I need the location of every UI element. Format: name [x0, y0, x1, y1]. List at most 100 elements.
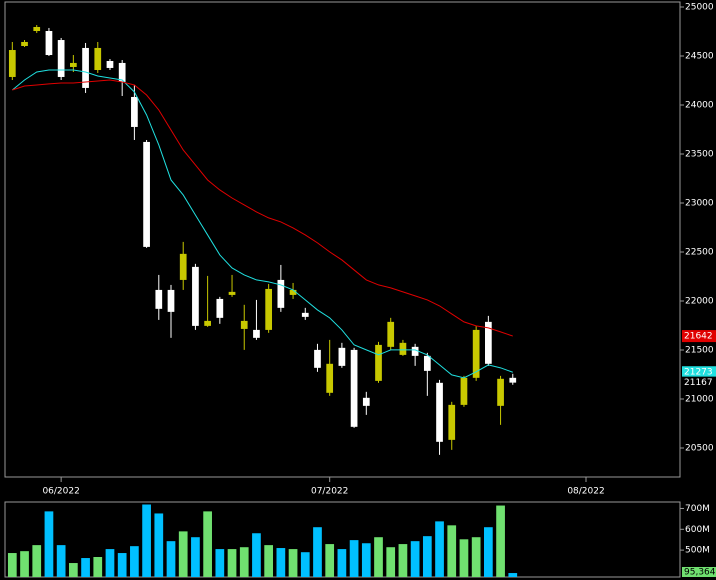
candle-body — [118, 62, 126, 82]
volume-bar — [252, 533, 261, 577]
candle-body — [45, 31, 53, 56]
volume-bar — [264, 545, 274, 577]
volume-bar — [325, 544, 335, 577]
candle-body — [143, 141, 150, 247]
volume-bar — [20, 551, 29, 577]
volume-bar — [203, 511, 212, 577]
moving-average — [12, 69, 513, 379]
volume-bar — [44, 511, 54, 577]
y-tick-label: 25000 — [685, 2, 714, 12]
volume-bar — [313, 527, 322, 577]
candle-body — [106, 60, 114, 68]
candle-body — [265, 288, 273, 330]
candle-body — [155, 289, 163, 309]
y-tick-label: 20500 — [685, 443, 714, 453]
candle-body — [179, 253, 187, 280]
volume-bar — [178, 531, 188, 577]
volume-bar — [386, 547, 396, 577]
volume-bar — [142, 504, 151, 577]
volume-bar — [398, 544, 408, 577]
candle-body — [277, 279, 285, 308]
candle-body — [497, 378, 504, 406]
y-tick-label: 21500 — [685, 345, 714, 355]
candle-body — [57, 40, 65, 77]
candle-body — [326, 363, 334, 393]
x-tick-label: 07/2022 — [311, 487, 348, 497]
volume-bar — [422, 536, 432, 577]
candle-body — [375, 344, 382, 381]
volume-tick-label: 700M — [685, 504, 710, 514]
moving-average — [12, 79, 513, 337]
last-value-label: 21642 — [684, 332, 713, 342]
candle-body — [314, 349, 321, 368]
y-tick-label: 23000 — [685, 198, 714, 208]
y-tick-label: 22000 — [685, 296, 714, 306]
volume-bar — [471, 537, 481, 577]
volume-last-box — [682, 567, 716, 577]
volume-bar — [117, 553, 127, 577]
candle-body — [167, 289, 175, 312]
volume-bar — [166, 541, 176, 577]
candle-body — [423, 355, 431, 371]
candle-body — [338, 347, 346, 366]
y-tick-label: 24500 — [685, 51, 714, 61]
last-value-label: 21167 — [684, 378, 713, 388]
volume-bar — [288, 549, 298, 577]
candle-body — [204, 320, 211, 326]
volume-bar — [32, 545, 42, 577]
volume-last-label: 95,364 — [684, 568, 716, 578]
last-value-box — [682, 330, 716, 343]
x-tick-label: 06/2022 — [42, 487, 79, 497]
volume-bar — [93, 557, 103, 577]
volume-bar — [191, 537, 200, 577]
candle-body — [228, 291, 236, 295]
y-tick-label: 22500 — [685, 247, 714, 257]
candle-body — [253, 329, 260, 338]
volume-bar — [410, 541, 420, 577]
volume-bar — [435, 521, 444, 577]
x-tick-label: 08/2022 — [567, 487, 604, 497]
candle-body — [21, 41, 28, 47]
last-value-label: 21273 — [684, 368, 713, 378]
y-tick-label: 21000 — [685, 394, 714, 404]
candle-body — [387, 321, 395, 347]
last-value-box — [682, 366, 716, 379]
volume-bar — [374, 537, 383, 577]
volume-tick-label: 500M — [685, 546, 710, 556]
candle-body — [485, 321, 492, 364]
candle-body — [131, 96, 138, 127]
candle-body — [289, 289, 297, 295]
price-panel — [4, 1, 681, 478]
volume-bar — [239, 547, 249, 577]
volume-bar — [130, 546, 139, 577]
candle-body — [69, 62, 77, 67]
candle-body — [436, 382, 443, 442]
candle-body — [240, 320, 248, 329]
last-value-box — [682, 376, 716, 389]
volume-bar — [459, 539, 469, 577]
volume-bar — [337, 549, 347, 577]
volume-bar — [7, 553, 17, 577]
volume-bar — [227, 549, 237, 577]
volume-tick-label: 600M — [685, 525, 710, 535]
volume-bar — [81, 558, 90, 577]
volume-bar — [496, 505, 505, 577]
y-tick-label: 23500 — [685, 149, 714, 159]
volume-bar — [276, 548, 286, 577]
volume-bar — [361, 543, 371, 577]
candle-body — [82, 47, 89, 88]
volume-bar — [215, 549, 225, 577]
candle-body — [460, 377, 468, 405]
y-tick-label: 24000 — [685, 100, 714, 110]
candle-body — [399, 342, 407, 355]
volume-bar — [68, 563, 78, 577]
candle-body — [472, 329, 480, 378]
candle-body — [94, 47, 102, 71]
volume-bar — [300, 552, 310, 577]
candle-body — [411, 346, 419, 356]
candle-body — [216, 298, 224, 318]
volume-bar — [154, 513, 164, 577]
candle-body — [509, 377, 517, 383]
candle-body — [8, 50, 16, 77]
